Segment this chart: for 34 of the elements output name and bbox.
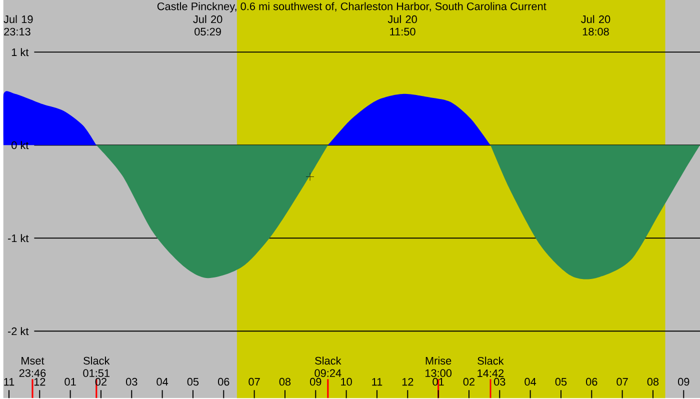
- ref-line-label: Slack 01:51: [83, 356, 110, 378]
- x-tick-label: 04: [156, 378, 168, 386]
- x-tick-label: 12: [402, 378, 414, 386]
- x-tick-label: 11: [4, 378, 14, 386]
- y-tick-label: 1 kt: [12, 48, 29, 56]
- x-tick-label: 08: [647, 378, 659, 386]
- annotation: Jul 20 11:50: [388, 15, 417, 36]
- x-tick-label: 05: [187, 378, 199, 386]
- x-tick-label: 03: [494, 378, 506, 386]
- ref-line-label: Slack 09:24: [314, 356, 342, 378]
- x-tick-label: 07: [616, 378, 628, 386]
- x-tick-label: 09: [310, 378, 322, 386]
- ref-line-label: Mset 23:46: [19, 357, 46, 378]
- y-tick-label: -2 kt: [8, 327, 29, 336]
- annotation: Jul 20 05:29: [193, 15, 222, 36]
- x-tick-label: 08: [279, 378, 291, 386]
- ref-line-label: Mrise 13:00: [425, 356, 452, 378]
- x-tick-label: 02: [463, 378, 474, 386]
- x-tick-label: 09: [678, 378, 690, 386]
- annotation: Jul 19 23:13: [4, 15, 33, 36]
- chart-title: Castle Pinckney, 0.6 mi southwest of, Charleston Harbor, South Carolina Current: [157, 2, 546, 13]
- x-tick-label: 07: [248, 378, 260, 386]
- x-tick-label: 11: [372, 378, 382, 386]
- x-tick-label: 06: [586, 378, 598, 386]
- x-tick-label: 03: [126, 378, 138, 386]
- x-tick-label: 12: [34, 378, 46, 386]
- x-tick-label: 05: [555, 378, 567, 386]
- x-tick-label: 06: [218, 378, 230, 386]
- annotation: Jul 20 18:08: [581, 15, 610, 36]
- y-tick-label: -1 kt: [8, 234, 29, 242]
- x-tick-label: 01: [64, 378, 76, 386]
- x-tick-label: 04: [524, 378, 536, 386]
- ref-line-label: Slack 14:42: [478, 356, 504, 378]
- x-tick-label: 10: [341, 378, 352, 386]
